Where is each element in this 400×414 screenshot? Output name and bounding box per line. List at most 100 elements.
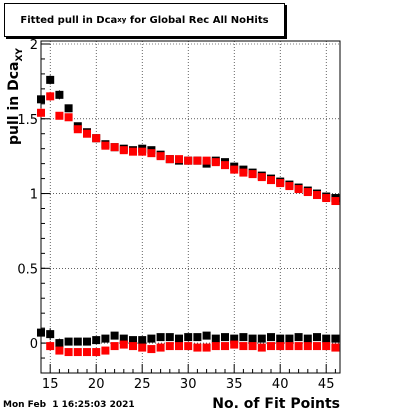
data-point xyxy=(303,334,312,343)
chart-title-sub: xy xyxy=(117,16,127,24)
data-point xyxy=(55,339,64,348)
data-point xyxy=(211,158,220,167)
data-point xyxy=(83,348,91,357)
data-point xyxy=(165,333,174,342)
data-point xyxy=(239,168,248,177)
data-point xyxy=(303,342,312,351)
x-axis-label: No. of Fit Points xyxy=(212,396,340,412)
data-point xyxy=(202,331,211,340)
chart-title-main: Fitted pull in Dca xyxy=(20,14,118,26)
data-point xyxy=(64,113,73,122)
data-point xyxy=(37,95,45,104)
data-point xyxy=(313,333,321,342)
data-point xyxy=(73,337,82,346)
data-point xyxy=(239,342,248,351)
y-tick-label: 0 xyxy=(30,337,38,352)
data-point xyxy=(322,334,331,343)
data-point xyxy=(257,173,266,182)
data-point xyxy=(156,333,165,342)
data-point xyxy=(294,342,303,351)
data-point xyxy=(175,342,183,351)
data-point xyxy=(193,343,202,352)
data-point xyxy=(184,156,193,165)
data-point xyxy=(156,343,165,352)
data-point xyxy=(221,342,229,351)
data-point xyxy=(202,156,211,165)
x-tick-label: 25 xyxy=(134,377,151,392)
data-point xyxy=(248,170,257,179)
data-point xyxy=(248,334,257,343)
data-point xyxy=(119,334,128,343)
data-point xyxy=(55,90,64,99)
x-tick-label: 45 xyxy=(318,377,335,392)
data-point xyxy=(138,336,147,345)
data-point xyxy=(285,342,294,351)
data-point xyxy=(92,348,101,357)
data-point xyxy=(294,185,303,194)
data-point xyxy=(285,182,294,191)
x-tick-label: 40 xyxy=(272,377,289,392)
data-point xyxy=(276,342,285,351)
data-point xyxy=(165,155,174,164)
data-point xyxy=(46,92,55,101)
data-point xyxy=(313,191,321,200)
data-point xyxy=(230,340,239,349)
x-tick-label: 15 xyxy=(42,377,59,392)
data-point xyxy=(46,330,55,339)
data-point xyxy=(64,337,73,346)
data-point xyxy=(322,342,331,351)
data-point xyxy=(239,333,248,342)
data-point xyxy=(110,342,119,351)
data-point xyxy=(257,334,266,343)
data-point xyxy=(101,141,110,150)
data-point xyxy=(147,345,156,354)
y-tick-label: 1 xyxy=(30,188,38,203)
data-point xyxy=(73,348,82,357)
data-point xyxy=(193,156,202,165)
data-point xyxy=(156,152,165,161)
x-tick-label: 30 xyxy=(180,377,197,392)
data-point xyxy=(55,111,64,120)
chart-title: Fitted pull in Dca xy for Global Rec All … xyxy=(4,3,285,37)
data-point xyxy=(331,343,340,352)
data-point xyxy=(230,334,239,343)
data-point xyxy=(110,331,119,340)
data-point xyxy=(37,328,45,337)
data-point xyxy=(221,161,229,170)
data-point xyxy=(73,125,82,134)
data-point xyxy=(129,336,137,345)
data-point xyxy=(138,147,147,156)
data-point xyxy=(83,337,91,346)
data-point xyxy=(101,346,110,355)
data-point xyxy=(37,108,45,117)
data-point xyxy=(184,333,193,342)
data-point xyxy=(211,334,220,343)
timestamp: Mon Feb 1 16:25:03 2021 xyxy=(3,400,135,410)
chart-title-rest: for Global Rec All NoHits xyxy=(126,14,269,26)
y-tick-label: 1.5 xyxy=(17,113,38,128)
data-point xyxy=(92,134,101,143)
data-point xyxy=(101,334,110,343)
data-point xyxy=(147,334,156,343)
data-point xyxy=(331,197,340,206)
data-point xyxy=(202,343,211,352)
data-point xyxy=(276,179,285,188)
data-point xyxy=(92,336,101,345)
data-point xyxy=(221,333,229,342)
data-point xyxy=(184,342,193,351)
data-point xyxy=(83,129,91,138)
data-point xyxy=(46,75,55,84)
data-point xyxy=(119,146,128,155)
data-point xyxy=(175,155,183,164)
data-point xyxy=(313,342,321,351)
y-tick-label: 0.5 xyxy=(17,262,38,277)
data-point xyxy=(248,342,257,351)
data-point xyxy=(147,149,156,158)
data-point xyxy=(257,343,266,352)
data-point xyxy=(303,188,312,197)
data-point xyxy=(129,147,137,156)
x-tick-label: 35 xyxy=(226,377,243,392)
data-point xyxy=(276,334,285,343)
data-point xyxy=(322,194,331,203)
